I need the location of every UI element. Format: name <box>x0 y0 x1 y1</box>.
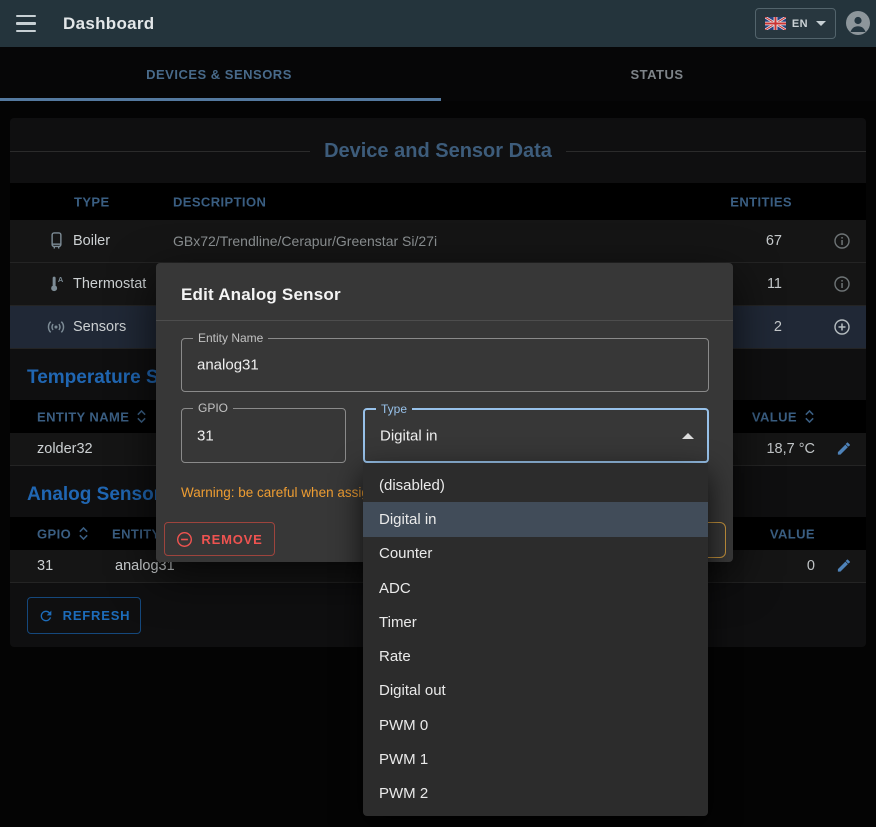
menu-item-pwm1[interactable]: PWM 1 <box>379 751 429 769</box>
sort-icon <box>137 409 146 424</box>
chevron-down-icon <box>816 21 826 26</box>
active-tab-indicator <box>0 98 441 101</box>
warning-message: Warning: be careful when assig <box>181 485 369 500</box>
table-row-boiler[interactable]: Boiler GBx72/Trendline/Cerapur/Greenstar… <box>10 220 866 263</box>
edit-icon[interactable] <box>830 559 856 574</box>
menu-item-digital-in[interactable]: Digital in <box>363 502 708 537</box>
menu-item-digital-out[interactable]: Digital out <box>379 682 446 700</box>
menu-item-pwm0[interactable]: PWM 0 <box>379 716 429 734</box>
refresh-icon <box>40 610 51 621</box>
menu-item-counter[interactable]: Counter <box>379 545 433 563</box>
refresh-button[interactable]: REFRESH <box>27 597 141 634</box>
tab-devices-sensors[interactable]: DEVICES & SENSORS <box>146 66 292 82</box>
divider <box>156 320 733 321</box>
uk-flag-icon <box>764 17 786 30</box>
page-title: Dashboard <box>63 13 155 33</box>
dialog-title: Edit Analog Sensor <box>181 285 341 304</box>
chevron-up-icon <box>682 432 694 439</box>
language-label: EN <box>791 17 808 30</box>
tab-bar: DEVICES & SENSORS STATUS <box>0 47 876 101</box>
sort-entity-name[interactable]: ENTITY NAME <box>37 409 147 424</box>
edit-icon[interactable] <box>830 442 856 457</box>
gpio-field[interactable]: GPIO 31 <box>181 401 346 463</box>
info-icon[interactable] <box>827 275 857 293</box>
entity-name-field[interactable]: Entity Name analog31 <box>181 331 709 392</box>
analog-sensors-title: Analog Sensors <box>27 484 172 505</box>
menu-item-timer[interactable]: Timer <box>379 613 417 631</box>
sort-icon <box>805 409 814 424</box>
menu-item-adc[interactable]: ADC <box>379 579 411 597</box>
sort-gpio[interactable]: GPIO <box>37 526 89 541</box>
sort-icon <box>79 526 88 541</box>
svg-text:A: A <box>57 275 63 284</box>
menu-item-disabled[interactable]: (disabled) <box>379 476 445 494</box>
add-entity-icon[interactable] <box>827 318 857 336</box>
type-dropdown-menu: (disabled) Digital in Counter ADC Timer … <box>363 463 708 816</box>
section-header: Device and Sensor Data <box>10 138 866 164</box>
tab-status[interactable]: STATUS <box>630 66 684 82</box>
menu-item-rate[interactable]: Rate <box>379 648 411 666</box>
sort-value[interactable]: VALUE <box>752 409 815 424</box>
language-selector[interactable]: EN <box>754 8 836 39</box>
user-avatar[interactable] <box>846 11 870 35</box>
info-icon[interactable] <box>827 232 857 250</box>
menu-item-pwm2[interactable]: PWM 2 <box>379 785 429 803</box>
boiler-icon <box>40 231 72 252</box>
device-table-header: TYPE DESCRIPTION ENTITIES <box>10 183 866 220</box>
menu-icon[interactable] <box>16 14 38 33</box>
thermostat-icon: A <box>40 274 72 295</box>
remove-icon <box>177 531 193 547</box>
type-select[interactable]: Type Digital in <box>363 402 709 463</box>
sensors-icon <box>40 316 72 338</box>
top-bar: Dashboard EN <box>0 0 876 47</box>
remove-button[interactable]: REMOVE <box>164 522 275 556</box>
section-title: Device and Sensor Data <box>324 139 552 162</box>
